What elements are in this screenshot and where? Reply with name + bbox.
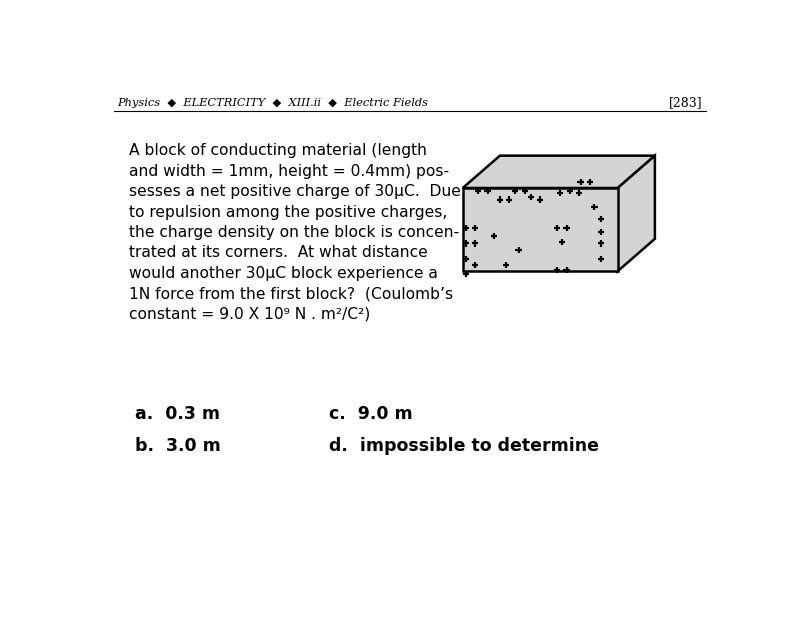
Text: d.  impossible to determine: d. impossible to determine: [329, 437, 598, 455]
Text: b.  3.0 m: b. 3.0 m: [135, 437, 221, 455]
Text: Physics  ◆  ELECTRICITY  ◆  XIII.ii  ◆  Electric Fields: Physics ◆ ELECTRICITY ◆ XIII.ii ◆ Electr…: [117, 97, 428, 107]
Text: would another 30μC block experience a: would another 30μC block experience a: [130, 266, 438, 281]
Text: the charge density on the block is concen-: the charge density on the block is conce…: [130, 225, 460, 240]
Text: [283]: [283]: [670, 96, 703, 109]
Polygon shape: [462, 155, 655, 188]
Text: trated at its corners.  At what distance: trated at its corners. At what distance: [130, 246, 428, 260]
Text: c.  9.0 m: c. 9.0 m: [329, 405, 412, 423]
Polygon shape: [462, 188, 618, 271]
Text: to repulsion among the positive charges,: to repulsion among the positive charges,: [130, 205, 448, 220]
Text: a.  0.3 m: a. 0.3 m: [135, 405, 220, 423]
Text: 1N force from the first block?  (Coulomb’s: 1N force from the first block? (Coulomb’…: [130, 286, 454, 301]
Text: and width = 1mm, height = 0.4mm) pos-: and width = 1mm, height = 0.4mm) pos-: [130, 164, 450, 179]
Text: sesses a net positive charge of 30μC.  Due: sesses a net positive charge of 30μC. Du…: [130, 184, 462, 199]
Text: A block of conducting material (length: A block of conducting material (length: [130, 143, 427, 159]
Polygon shape: [618, 155, 655, 271]
Text: constant = 9.0 X 10⁹ N . m²/C²): constant = 9.0 X 10⁹ N . m²/C²): [130, 307, 370, 321]
